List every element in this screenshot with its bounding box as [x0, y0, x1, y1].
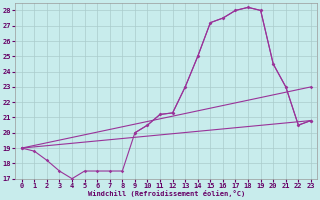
X-axis label: Windchill (Refroidissement éolien,°C): Windchill (Refroidissement éolien,°C)	[88, 190, 245, 197]
